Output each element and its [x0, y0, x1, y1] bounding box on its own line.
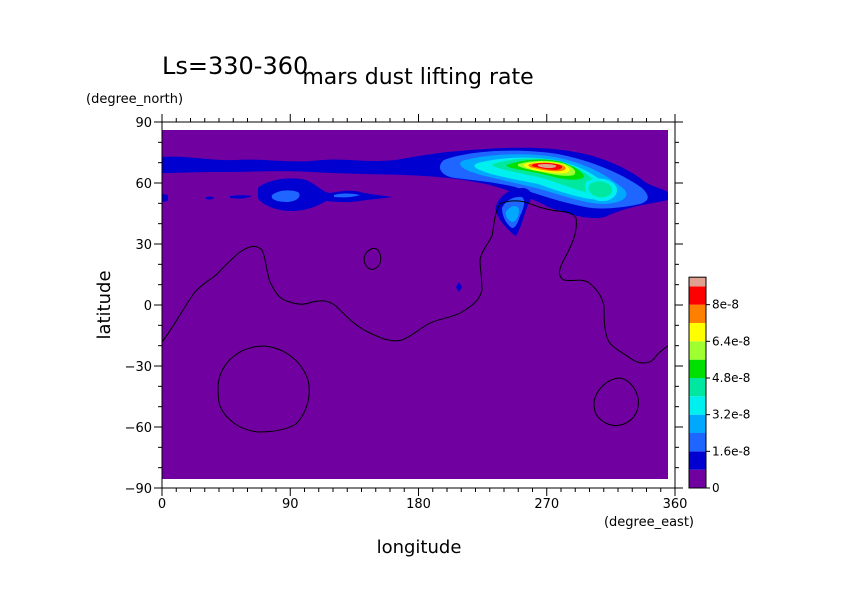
- x-tick-label: 0: [158, 497, 166, 512]
- colorbar-swatch: [689, 414, 706, 433]
- x-tick-label: 360: [663, 497, 688, 512]
- x-axis: 0 90 180 270 360: [158, 114, 688, 512]
- y-tick-label: 60: [135, 177, 152, 192]
- small-feature: [456, 282, 462, 292]
- colorbar-swatch: [689, 378, 706, 397]
- band-55n-dot-1: [206, 196, 214, 200]
- colorbar-swatch: [689, 341, 706, 360]
- x-units-label: (degree_east): [604, 515, 694, 530]
- chart-title: mars dust lifting rate: [302, 65, 533, 90]
- band-55n-level-1: [162, 194, 168, 202]
- colorbar-label: 3.2e-8: [712, 408, 750, 422]
- argyre-basin-contour: [593, 377, 639, 427]
- colorbar-swatch: [689, 359, 706, 378]
- colorbar-swatch: [689, 286, 706, 305]
- colorbar-frame: [688, 276, 707, 489]
- colorbar-swatch: [689, 451, 706, 470]
- polar-band-level-11: [538, 163, 557, 168]
- y-tick-label: 0: [144, 299, 152, 314]
- dichotomy-boundary-west: [162, 200, 668, 364]
- y-tick-label: 90: [135, 116, 152, 131]
- colorbar-label: 0: [712, 481, 720, 495]
- y-tick-label: −90: [125, 482, 152, 497]
- colorbar-swatch: [689, 469, 706, 488]
- y-units-label: (degree_north): [86, 92, 183, 107]
- colorbar-swatch: [689, 323, 706, 342]
- small-volcano-contour: [363, 247, 382, 270]
- x-axis-label: longitude: [377, 537, 462, 558]
- y-tick-label: −60: [125, 421, 152, 436]
- colorbar-label: 6.4e-8: [712, 334, 750, 348]
- topography-contour: [162, 200, 668, 433]
- band-55n-dot-2: [230, 195, 252, 199]
- colorbar-swatch: [689, 433, 706, 452]
- colorbar-swatch: [689, 277, 706, 287]
- x-tick-label: 180: [406, 497, 431, 512]
- colorbar-swatch: [689, 396, 706, 415]
- colorbar-swatch: [689, 304, 706, 323]
- y-tick-label: 30: [135, 238, 152, 253]
- band-55n-level-2: [271, 190, 300, 202]
- x-tick-label: 270: [534, 497, 559, 512]
- chart-subtitle: Ls=330-360: [162, 52, 308, 80]
- secondary-lobe-level-5: [588, 181, 613, 198]
- y-tick-label: −30: [125, 360, 152, 375]
- colorbar-label: 4.8e-8: [712, 371, 750, 385]
- colorbar-label: 8e-8: [712, 298, 739, 312]
- hellas-basin-contour: [217, 345, 310, 433]
- colorbar-label: 1.6e-8: [712, 444, 750, 458]
- x-tick-label: 90: [282, 497, 299, 512]
- dust-field: [162, 130, 668, 479]
- colorbar: 0 1.6e-8 3.2e-8 4.8e-8 6.4e-8 8e-8: [688, 276, 750, 495]
- band-55n-main: [258, 178, 392, 211]
- band-55n-level-2b: [334, 193, 360, 198]
- y-axis-label: latitude: [94, 270, 115, 339]
- spot-level-3: [505, 206, 519, 222]
- y-axis: 90 60 30 0 −30 −60 −90: [125, 116, 683, 497]
